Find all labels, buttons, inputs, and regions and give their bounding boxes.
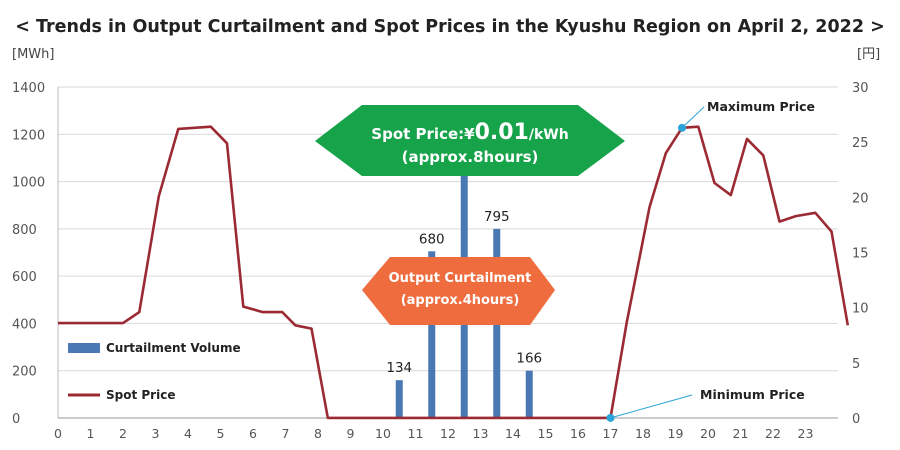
x-tick-label: 0 <box>54 426 62 441</box>
bar-value-label: 795 <box>484 209 510 225</box>
left-axis-ticks: 0 200 400 600 800 1000 1200 1400 <box>12 81 45 427</box>
legend: Curtailment Volume Spot Price <box>68 341 241 402</box>
curtailment-callout: Output Curtailment (approx.4hours) <box>362 257 555 325</box>
left-tick-label: 400 <box>12 317 37 332</box>
legend-swatch-curtailment <box>68 343 100 353</box>
spot-price-prefix: Spot Price:¥ <box>371 125 475 143</box>
right-tick-label: 0 <box>852 412 860 427</box>
curtailment-callout-line2: (approx.4hours) <box>401 293 520 308</box>
x-tick-label: 12 <box>440 426 456 441</box>
x-tick-label: 22 <box>765 426 781 441</box>
left-tick-label: 800 <box>12 223 37 238</box>
x-tick-label: 5 <box>217 426 225 441</box>
spot-price-value: 0.01 <box>475 120 529 145</box>
x-tick-label: 13 <box>473 426 489 441</box>
x-tick-label: 15 <box>538 426 554 441</box>
x-tick-label: 21 <box>733 426 749 441</box>
spot-price-callout: Spot Price:¥0.01/kWh (approx.8hours) <box>315 105 625 176</box>
x-tick-label: 3 <box>152 426 160 441</box>
curtailment-bar <box>525 370 533 418</box>
curtailment-callout-line1: Output Curtailment <box>389 271 532 286</box>
x-tick-label: 9 <box>347 426 355 441</box>
right-tick-label: 5 <box>852 357 860 372</box>
spot-price-unit: /kWh <box>529 127 569 143</box>
legend-label-curtailment: Curtailment Volume <box>106 341 241 355</box>
left-axis-unit: [MWh] <box>12 47 54 62</box>
bar-value-label: 680 <box>419 231 445 247</box>
right-axis-unit: [円] <box>857 47 880 62</box>
x-tick-label: 18 <box>635 426 651 441</box>
right-tick-label: 10 <box>852 302 869 317</box>
x-tick-label: 14 <box>505 426 521 441</box>
legend-label-spot-price: Spot Price <box>106 388 175 402</box>
x-tick-label: 7 <box>282 426 290 441</box>
x-tick-label: 20 <box>700 426 716 441</box>
x-tick-label: 1 <box>87 426 95 441</box>
right-tick-label: 20 <box>852 191 869 206</box>
x-tick-label: 11 <box>408 426 424 441</box>
right-tick-label: 30 <box>852 81 869 96</box>
left-tick-label: 1400 <box>12 81 45 96</box>
x-tick-label: 6 <box>249 426 257 441</box>
spot-price-duration: (approx.8hours) <box>402 148 539 166</box>
bar-value-label: 134 <box>386 360 412 376</box>
x-tick-label: 23 <box>798 426 814 441</box>
x-tick-label: 16 <box>570 426 586 441</box>
left-tick-label: 0 <box>12 412 20 427</box>
min-price-label: Minimum Price <box>700 387 805 402</box>
left-tick-label: 600 <box>12 270 37 285</box>
curtailment-callout-box <box>390 257 530 325</box>
annotations: Maximum Price Minimum Price <box>606 99 815 422</box>
curtailment-bar <box>395 380 403 418</box>
x-tick-label: 10 <box>375 426 391 441</box>
x-tick-label: 2 <box>119 426 127 441</box>
spot-price-callout-headline: Spot Price:¥0.01/kWh <box>371 120 568 145</box>
x-tick-label: 17 <box>603 426 619 441</box>
min-price-leader <box>610 394 693 419</box>
left-tick-label: 1200 <box>12 128 45 143</box>
max-price-marker <box>678 123 686 132</box>
x-tick-label: 4 <box>184 426 192 441</box>
min-price-marker <box>606 413 615 422</box>
left-tick-label: 1000 <box>12 176 45 191</box>
x-axis-ticks: 0 1 2 3 4 5 6 7 8 9 10 11 12 13 14 15 16 17 18 19 20 21 22 23 <box>54 426 813 441</box>
chart-title: < Trends in Output Curtailment and Spot … <box>15 17 885 37</box>
bar-value-label: 166 <box>516 351 542 367</box>
curtailment-bar <box>428 251 436 418</box>
left-tick-label: 200 <box>12 365 37 380</box>
right-axis-ticks: 0 5 10 15 20 25 30 <box>852 81 869 427</box>
x-tick-label: 19 <box>668 426 684 441</box>
right-tick-label: 15 <box>852 247 869 262</box>
max-price-leader <box>681 106 705 129</box>
x-tick-label: 8 <box>314 426 322 441</box>
max-price-label: Maximum Price <box>707 99 815 114</box>
spot-price-callout-box <box>362 105 578 176</box>
right-tick-label: 25 <box>852 136 869 151</box>
